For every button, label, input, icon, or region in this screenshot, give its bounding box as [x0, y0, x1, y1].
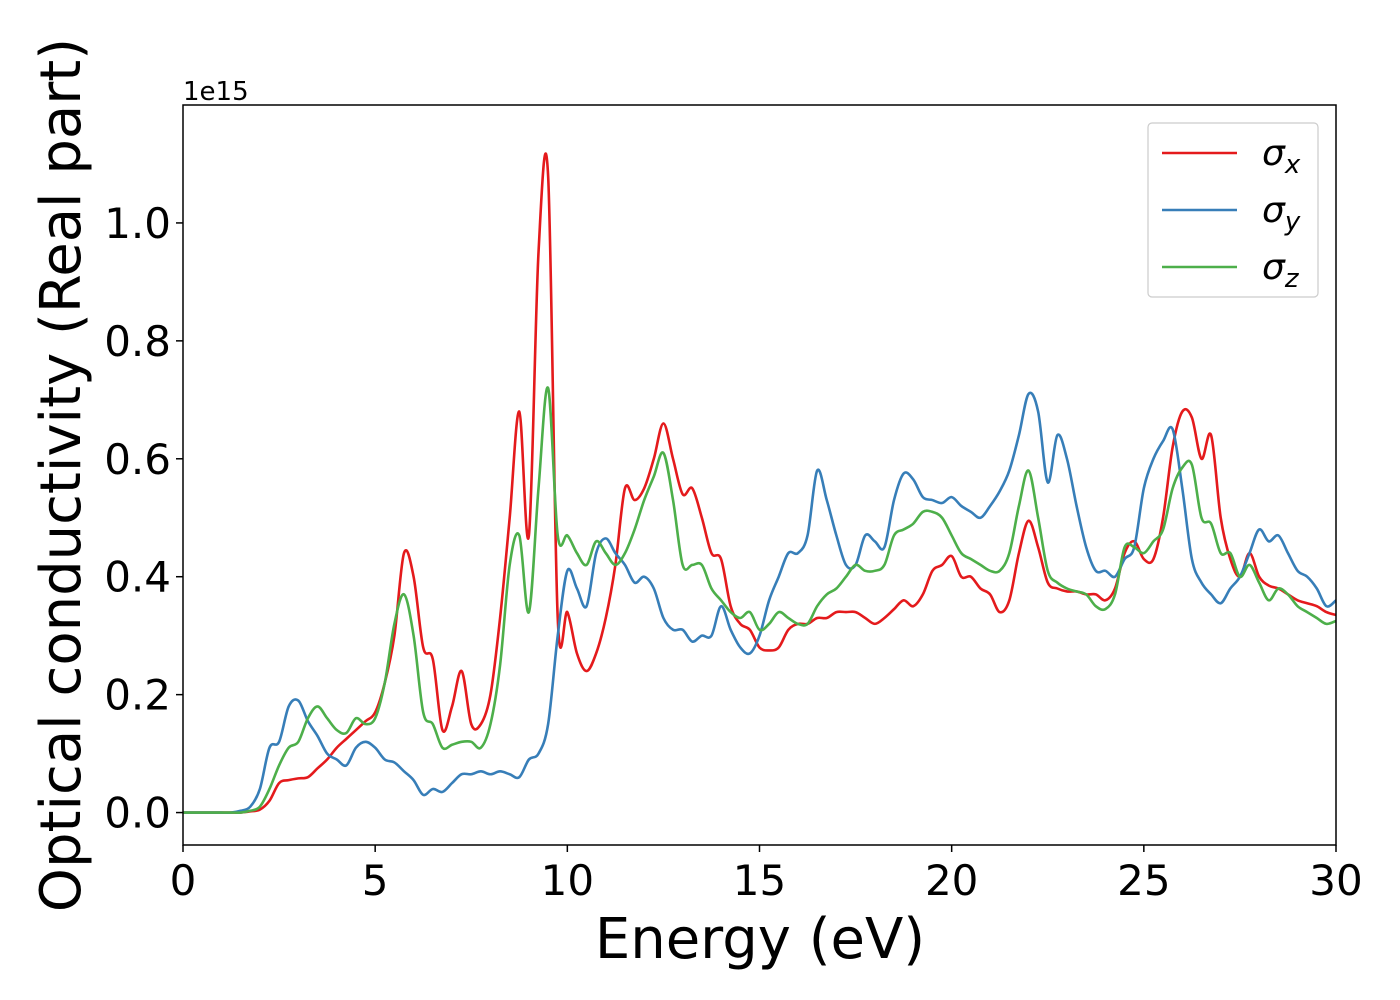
y-axis-label: Optical conductivity (Real part): [29, 38, 94, 912]
y-tick-label: 0.4: [104, 553, 171, 602]
x-tick-label: 25: [1117, 856, 1170, 905]
x-axis-label: Energy (eV): [595, 907, 925, 972]
series-line: [183, 386, 1336, 814]
legend-label: σz: [1262, 247, 1300, 294]
plot-frame: [182, 104, 1337, 846]
x-tick-label: 10: [541, 856, 594, 905]
y-tick-label: 1.0: [104, 199, 171, 248]
x-tick-label: 20: [925, 856, 978, 905]
x-tick-label: 30: [1309, 856, 1362, 905]
y-tick-label: 0.2: [104, 671, 171, 720]
series-line: [183, 391, 1336, 814]
legend-label: σx: [1262, 133, 1301, 180]
y-tick-label: 0.6: [104, 435, 171, 484]
x-tick-label: 5: [362, 856, 389, 905]
y-tick-label: 0.0: [104, 789, 171, 838]
x-tick-label: 15: [733, 856, 786, 905]
y-tick-label: 0.8: [104, 317, 171, 366]
legend-label: σy: [1262, 190, 1301, 237]
x-tick-label: 0: [170, 856, 197, 905]
y-offset-label: 1e15: [183, 77, 249, 107]
